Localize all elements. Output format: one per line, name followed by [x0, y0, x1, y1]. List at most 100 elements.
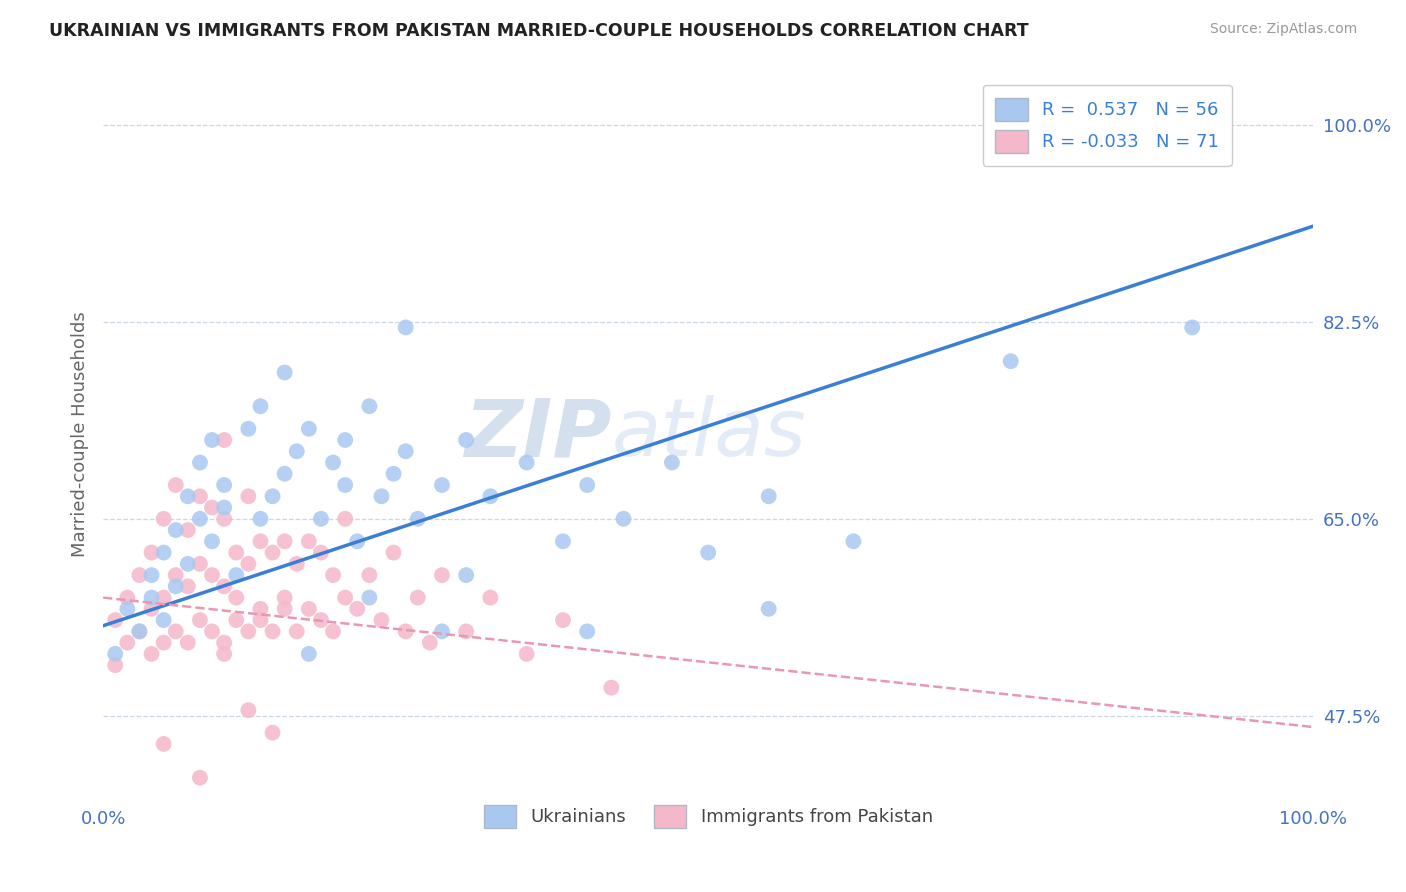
- Text: atlas: atlas: [612, 395, 806, 474]
- Point: [551, 613, 574, 627]
- Point: [201, 500, 224, 515]
- Point: [165, 815, 187, 830]
- Point: [104, 647, 127, 661]
- Point: [141, 647, 163, 661]
- Point: [141, 545, 163, 559]
- Point: [697, 545, 720, 559]
- Point: [346, 534, 368, 549]
- Point: [322, 624, 344, 639]
- Point: [758, 489, 780, 503]
- Point: [212, 433, 235, 447]
- Point: [177, 557, 200, 571]
- Point: [188, 557, 211, 571]
- Point: [576, 478, 599, 492]
- Point: [516, 647, 538, 661]
- Point: [842, 534, 865, 549]
- Point: [188, 771, 211, 785]
- Point: [225, 545, 247, 559]
- Point: [661, 456, 683, 470]
- Point: [177, 489, 200, 503]
- Point: [152, 635, 174, 649]
- Point: [395, 624, 418, 639]
- Point: [165, 579, 187, 593]
- Point: [576, 624, 599, 639]
- Point: [249, 399, 271, 413]
- Point: [117, 602, 139, 616]
- Point: [395, 320, 418, 334]
- Point: [1181, 320, 1204, 334]
- Point: [456, 433, 478, 447]
- Point: [165, 523, 187, 537]
- Point: [309, 613, 332, 627]
- Point: [152, 613, 174, 627]
- Point: [359, 591, 381, 605]
- Point: [165, 624, 187, 639]
- Point: [128, 624, 150, 639]
- Point: [322, 568, 344, 582]
- Point: [165, 478, 187, 492]
- Point: [758, 602, 780, 616]
- Point: [188, 456, 211, 470]
- Point: [249, 602, 271, 616]
- Point: [346, 602, 368, 616]
- Point: [285, 557, 308, 571]
- Point: [225, 613, 247, 627]
- Point: [370, 613, 392, 627]
- Point: [406, 512, 429, 526]
- Point: [406, 591, 429, 605]
- Point: [600, 681, 623, 695]
- Point: [430, 478, 453, 492]
- Point: [382, 545, 405, 559]
- Point: [249, 534, 271, 549]
- Point: [177, 635, 200, 649]
- Point: [430, 624, 453, 639]
- Point: [370, 489, 392, 503]
- Point: [298, 422, 321, 436]
- Point: [117, 635, 139, 649]
- Point: [262, 624, 284, 639]
- Point: [128, 624, 150, 639]
- Point: [128, 568, 150, 582]
- Y-axis label: Married-couple Households: Married-couple Households: [72, 311, 89, 558]
- Point: [201, 433, 224, 447]
- Text: UKRAINIAN VS IMMIGRANTS FROM PAKISTAN MARRIED-COUPLE HOUSEHOLDS CORRELATION CHAR: UKRAINIAN VS IMMIGRANTS FROM PAKISTAN MA…: [49, 22, 1029, 40]
- Point: [516, 456, 538, 470]
- Point: [551, 534, 574, 549]
- Point: [238, 489, 260, 503]
- Point: [152, 737, 174, 751]
- Point: [612, 512, 634, 526]
- Point: [456, 568, 478, 582]
- Point: [333, 433, 356, 447]
- Legend: Ukrainians, Immigrants from Pakistan: Ukrainians, Immigrants from Pakistan: [477, 797, 939, 835]
- Point: [177, 579, 200, 593]
- Point: [225, 591, 247, 605]
- Point: [165, 568, 187, 582]
- Point: [430, 568, 453, 582]
- Point: [238, 624, 260, 639]
- Point: [238, 422, 260, 436]
- Point: [177, 523, 200, 537]
- Point: [212, 647, 235, 661]
- Point: [117, 591, 139, 605]
- Point: [188, 512, 211, 526]
- Point: [262, 545, 284, 559]
- Point: [188, 489, 211, 503]
- Point: [298, 602, 321, 616]
- Point: [273, 534, 295, 549]
- Point: [333, 512, 356, 526]
- Point: [141, 591, 163, 605]
- Point: [141, 602, 163, 616]
- Point: [212, 478, 235, 492]
- Point: [238, 703, 260, 717]
- Point: [201, 534, 224, 549]
- Point: [212, 579, 235, 593]
- Point: [152, 545, 174, 559]
- Point: [333, 591, 356, 605]
- Point: [262, 725, 284, 739]
- Point: [249, 613, 271, 627]
- Point: [333, 478, 356, 492]
- Point: [152, 512, 174, 526]
- Point: [309, 545, 332, 559]
- Point: [273, 602, 295, 616]
- Point: [152, 591, 174, 605]
